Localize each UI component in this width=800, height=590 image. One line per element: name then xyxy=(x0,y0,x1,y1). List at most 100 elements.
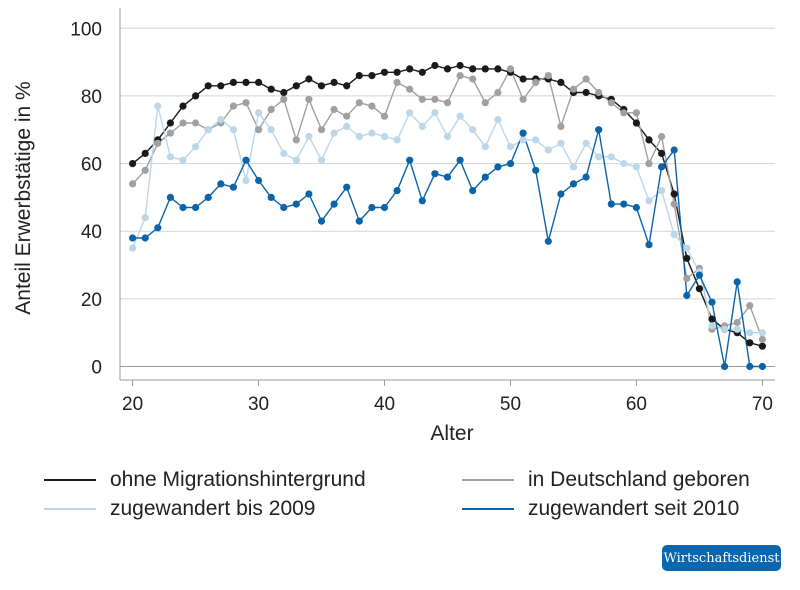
data-point xyxy=(330,105,338,114)
x-tick-label: 50 xyxy=(500,394,521,415)
data-point xyxy=(280,203,288,212)
data-point xyxy=(632,163,641,171)
data-point xyxy=(683,254,691,262)
x-tick-label: 30 xyxy=(248,394,269,415)
data-point xyxy=(380,112,389,120)
data-point xyxy=(431,109,439,117)
data-point xyxy=(431,61,439,70)
data-point xyxy=(229,126,237,134)
data-point xyxy=(292,136,300,144)
data-point xyxy=(758,362,767,371)
data-point xyxy=(355,72,363,80)
data-point xyxy=(431,95,439,103)
data-point xyxy=(506,160,515,168)
data-point xyxy=(683,274,691,283)
data-point xyxy=(620,160,628,168)
data-point xyxy=(380,203,389,212)
data-point xyxy=(166,129,174,137)
data-point xyxy=(456,112,464,120)
data-point xyxy=(443,132,452,141)
data-point xyxy=(141,234,149,242)
data-point xyxy=(418,197,426,205)
data-point xyxy=(456,61,464,70)
data-point xyxy=(129,180,137,188)
legend-swatch xyxy=(44,508,96,510)
data-point xyxy=(494,65,502,73)
data-point xyxy=(166,153,174,161)
data-point xyxy=(204,193,212,201)
x-tick-label: 20 xyxy=(122,394,143,415)
data-point xyxy=(418,122,426,130)
data-point xyxy=(292,200,300,208)
data-point xyxy=(129,244,137,252)
brand-logo: Wirtschaftsdienst xyxy=(662,545,781,571)
data-point xyxy=(746,302,754,310)
legend-swatch xyxy=(44,479,96,481)
data-point xyxy=(569,163,578,171)
data-point xyxy=(746,339,754,347)
data-point xyxy=(305,190,313,198)
data-point xyxy=(380,68,389,76)
data-point xyxy=(141,214,149,222)
data-point xyxy=(154,139,162,147)
points-layer xyxy=(129,61,767,371)
data-point xyxy=(557,122,565,130)
data-point xyxy=(557,139,565,147)
legend-label: zugewandert seit 2010 xyxy=(528,497,740,520)
data-point xyxy=(758,335,767,343)
data-point xyxy=(393,187,401,195)
data-point xyxy=(544,237,552,245)
tick-labels: 0 20 40 60 80 100 20 30 40 50 60 70 xyxy=(70,19,773,415)
data-point xyxy=(129,160,137,168)
data-point xyxy=(746,362,754,371)
data-point xyxy=(154,224,162,232)
series-line-3 xyxy=(132,128,763,368)
data-point xyxy=(746,329,754,337)
data-point xyxy=(607,153,615,161)
data-point xyxy=(494,88,502,97)
data-point xyxy=(733,325,741,333)
data-point xyxy=(519,75,527,83)
data-point xyxy=(267,85,275,93)
data-point xyxy=(355,217,363,225)
data-point xyxy=(418,95,426,103)
data-point xyxy=(670,200,678,208)
data-point xyxy=(343,122,351,130)
data-point xyxy=(368,129,376,137)
data-point xyxy=(658,149,666,157)
data-point xyxy=(544,72,552,80)
y-tick-label: 60 xyxy=(81,155,102,176)
data-point xyxy=(179,203,187,212)
data-point xyxy=(368,72,376,80)
data-point xyxy=(305,132,313,141)
data-point xyxy=(343,112,351,120)
data-point xyxy=(645,136,653,144)
data-point xyxy=(443,65,452,73)
data-point xyxy=(255,126,263,134)
data-point xyxy=(695,285,704,293)
data-point xyxy=(582,88,590,97)
data-point xyxy=(242,156,250,164)
legend-item-zugewandert-bis-2009: zugewandert bis 2009 xyxy=(44,495,315,523)
y-tick-label: 80 xyxy=(81,87,102,108)
data-point xyxy=(129,234,137,242)
data-point xyxy=(569,180,578,188)
legend-label: zugewandert bis 2009 xyxy=(110,497,316,520)
data-point xyxy=(406,65,414,73)
data-point xyxy=(469,75,477,83)
y-axis-title: Anteil Erwerbstätige in % xyxy=(12,81,35,314)
data-point xyxy=(418,68,426,76)
data-point xyxy=(506,65,515,73)
data-point xyxy=(368,102,376,110)
data-point xyxy=(607,99,615,107)
legend: ohne Migrationshintergrund in Deutschlan… xyxy=(0,462,800,532)
data-point xyxy=(632,109,641,117)
data-point xyxy=(519,136,527,144)
data-point xyxy=(255,176,263,185)
data-point xyxy=(267,126,275,134)
data-point xyxy=(204,126,212,134)
data-point xyxy=(708,298,716,306)
data-point xyxy=(242,99,250,107)
data-point xyxy=(292,156,300,164)
data-point xyxy=(708,315,716,323)
